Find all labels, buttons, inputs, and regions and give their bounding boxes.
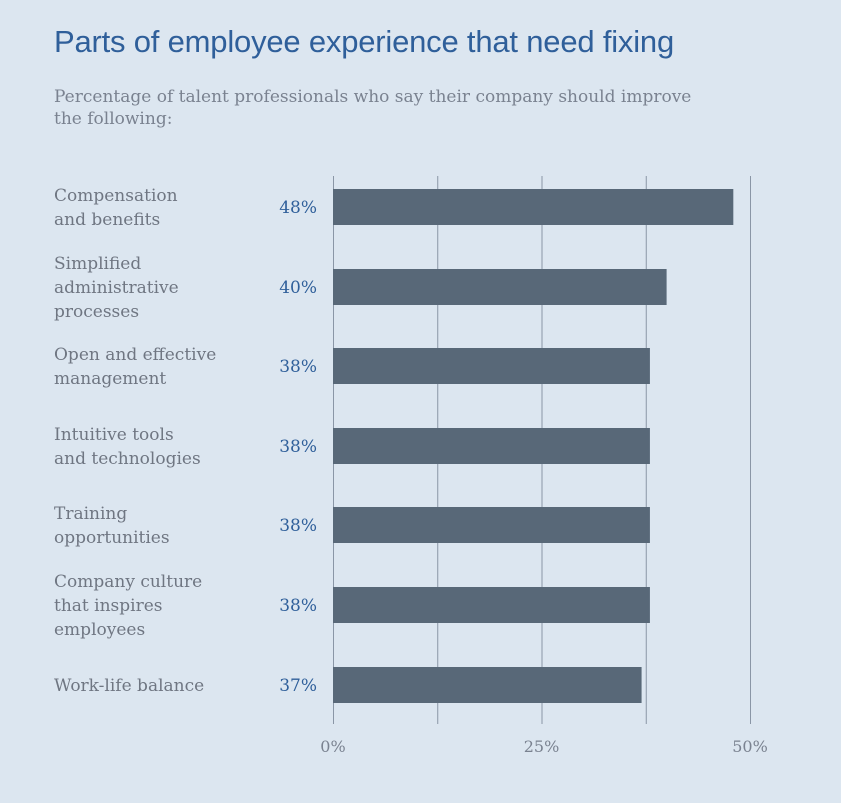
category-label-line: and benefits — [54, 210, 160, 230]
bar — [333, 667, 642, 703]
value-label: 38% — [279, 596, 317, 616]
bar — [333, 348, 650, 384]
x-tick-label: 0% — [320, 737, 345, 756]
category-label-line: and technologies — [54, 449, 201, 469]
bar — [333, 587, 650, 623]
category-label: Compensation and benefits — [54, 186, 178, 230]
category-label: Work-life balance — [54, 676, 204, 696]
value-label: 38% — [279, 516, 317, 536]
category-label: Open and effective management — [54, 345, 216, 389]
category-label-line: Intuitive tools — [54, 425, 174, 445]
bar — [333, 269, 667, 305]
value-label: 38% — [279, 437, 317, 457]
category-label-line: processes — [54, 302, 139, 322]
value-label: 40% — [279, 278, 317, 298]
category-label: Simplified administrative processes — [54, 254, 179, 322]
category-label-line: management — [54, 369, 166, 389]
value-label: 48% — [279, 198, 317, 218]
category-label-line: employees — [54, 620, 145, 640]
bar — [333, 507, 650, 543]
value-label: 38% — [279, 357, 317, 377]
value-labels: 48% 40% 38% 38% 38% 38% 37% — [279, 198, 317, 696]
category-label-line: administrative — [54, 278, 179, 298]
category-label-line: Work-life balance — [54, 676, 204, 696]
bar — [333, 189, 734, 225]
category-label: Training opportunities — [54, 504, 170, 548]
chart-title: Parts of employee experience that need f… — [54, 24, 674, 59]
category-label: Intuitive tools and technologies — [54, 425, 201, 469]
axis-tick-labels: 0% 25% 50% — [320, 737, 767, 756]
bar — [333, 428, 650, 464]
value-label: 37% — [279, 676, 317, 696]
category-labels: Compensation and benefits Simplified admini… — [54, 186, 216, 696]
chart-subtitle: Percentage of talent professionals who s… — [54, 87, 692, 129]
category-label-line: Compensation — [54, 186, 178, 206]
category-label: Company culture that inspires employees — [54, 572, 202, 640]
x-tick-label: 25% — [524, 737, 560, 756]
x-tick-label: 50% — [732, 737, 768, 756]
category-label-line: Training — [54, 504, 127, 524]
category-label-line: opportunities — [54, 528, 170, 548]
category-label-line: Company culture — [54, 572, 202, 592]
bars — [333, 189, 734, 703]
category-label-line: that inspires — [54, 596, 163, 616]
category-label-line: Simplified — [54, 254, 141, 274]
category-label-line: Open and effective — [54, 345, 216, 365]
